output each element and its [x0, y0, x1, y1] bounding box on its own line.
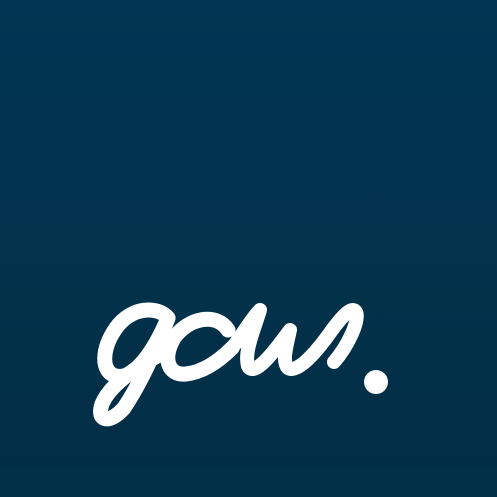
logo-tile — [0, 0, 497, 497]
gcw-script-logo-icon — [93, 302, 388, 427]
